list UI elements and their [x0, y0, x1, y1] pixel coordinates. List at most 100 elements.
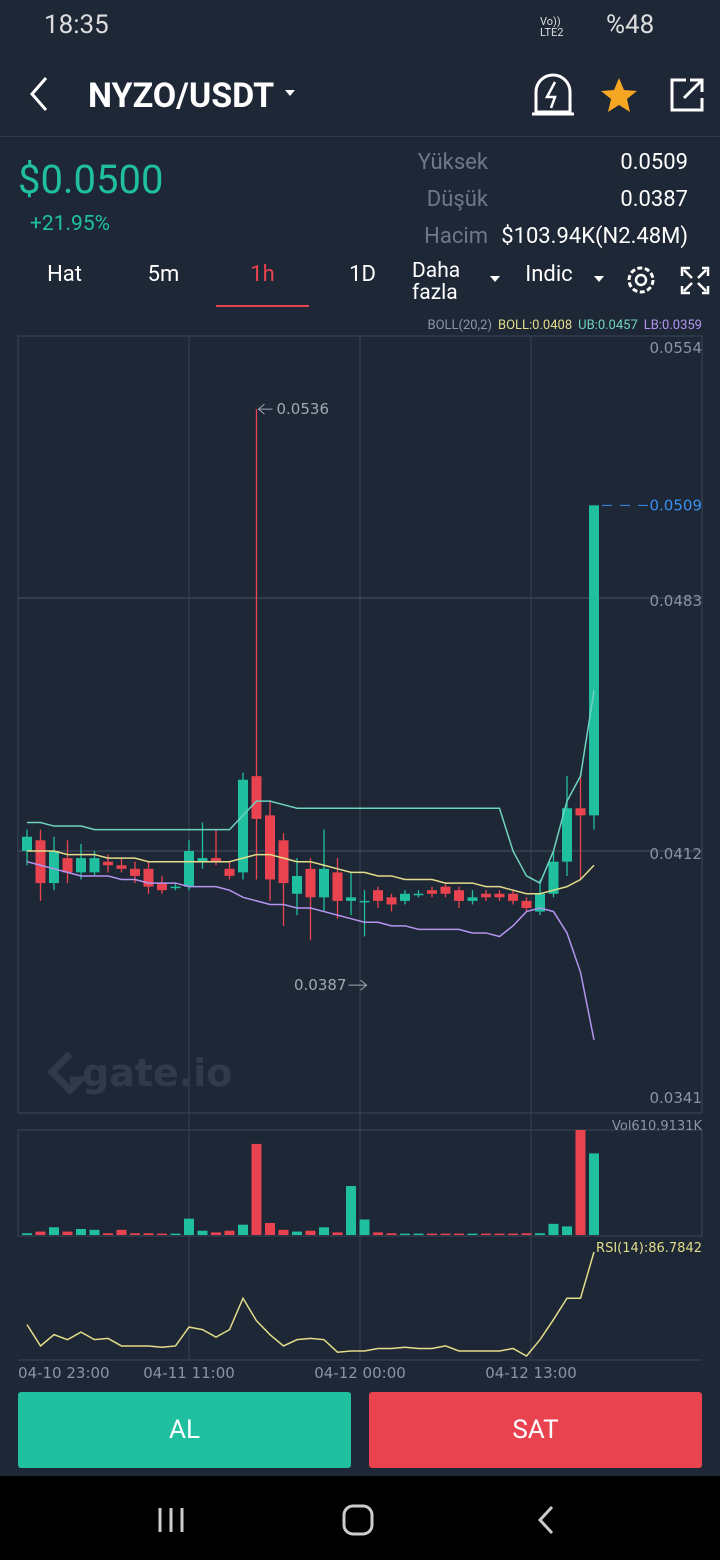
- rsi-line: [26, 1251, 595, 1357]
- volume-bar: [454, 1233, 464, 1235]
- candle-body: [467, 897, 478, 901]
- stat-label: Düşük: [426, 187, 488, 212]
- candle-body: [49, 851, 59, 884]
- battery: %48: [606, 10, 655, 40]
- stat-label: Yüksek: [417, 150, 488, 175]
- candle-body: [535, 893, 545, 912]
- volume-bar: [35, 1231, 46, 1235]
- candle-body: [103, 861, 113, 866]
- back-nav-button[interactable]: [537, 1505, 554, 1535]
- tab[interactable]: Daha fazla: [412, 259, 461, 305]
- legend-item: UB:0.0457: [578, 318, 638, 333]
- boll-ub: [27, 690, 595, 885]
- volume-bar: [157, 1233, 167, 1235]
- volume-bar: [467, 1233, 478, 1235]
- candle-body: [211, 858, 221, 862]
- home-button[interactable]: [342, 1504, 374, 1536]
- candle-body: [143, 868, 154, 887]
- favorite-icon[interactable]: [601, 78, 637, 112]
- x-tick-label: 04-12 00:00: [314, 1364, 406, 1382]
- chart-tools: [627, 266, 710, 295]
- candle-body: [251, 776, 262, 819]
- candle-body: [197, 858, 208, 862]
- candle-body: [35, 840, 46, 884]
- buy-button[interactable]: AL: [18, 1392, 351, 1468]
- candle-body: [589, 505, 599, 816]
- tab[interactable]: 1h: [250, 262, 275, 287]
- volume-bar: [224, 1230, 235, 1235]
- candle-body: [265, 815, 275, 880]
- volume-bar: [508, 1233, 518, 1235]
- y-tick-label: 0.0483: [650, 592, 703, 610]
- fullscreen-icon[interactable]: [680, 266, 710, 295]
- rsi-label: RSI(14):86.7842: [596, 1241, 702, 1256]
- last-price-label: 0.0509: [650, 496, 703, 514]
- volume-bar: [251, 1143, 262, 1235]
- change: +21.95%: [30, 212, 111, 236]
- volume-bar: [278, 1229, 289, 1235]
- candle-body: [319, 868, 329, 898]
- volume-bar: [589, 1153, 599, 1235]
- volume-bar: [319, 1227, 329, 1235]
- volume-bar: [332, 1232, 343, 1235]
- candle-body: [454, 890, 464, 901]
- volume-bar: [346, 1186, 356, 1235]
- candle-body: [130, 868, 140, 876]
- settings-icon[interactable]: [627, 266, 655, 294]
- candle-body: [521, 900, 532, 909]
- volume-bar: [22, 1233, 32, 1235]
- stat-value: 0.0387: [620, 187, 688, 212]
- divider: [0, 136, 720, 137]
- tab[interactable]: 5m: [147, 262, 180, 287]
- volume-bar: [386, 1233, 397, 1235]
- candle-body: [157, 883, 167, 891]
- volume-bar: [62, 1231, 73, 1235]
- alert-icon[interactable]: [532, 73, 574, 116]
- candle-body: [22, 836, 32, 851]
- tab[interactable]: Indic: [525, 262, 573, 287]
- tab[interactable]: 1D: [349, 262, 376, 287]
- tab[interactable]: Hat: [47, 262, 82, 287]
- pair-dropdown[interactable]: [282, 86, 298, 102]
- network: Vo)) LTE2: [540, 15, 564, 39]
- volume-bar: [548, 1223, 559, 1235]
- candle-body: [89, 858, 100, 873]
- back-button[interactable]: [20, 72, 60, 116]
- candle-body: [116, 865, 127, 869]
- y-tick-label: 0.0412: [650, 845, 703, 863]
- share-icon[interactable]: [670, 78, 704, 112]
- volume-bar: [440, 1233, 451, 1235]
- candle-body: [305, 868, 316, 898]
- candle-body: [359, 900, 370, 903]
- active-tab-indicator: [216, 305, 309, 307]
- volume-bar: [184, 1218, 194, 1235]
- candle-body: [386, 897, 397, 905]
- volume-bar: [481, 1233, 491, 1235]
- candle-body: [238, 779, 248, 873]
- volume-bar: [494, 1233, 505, 1235]
- volume-bar: [373, 1232, 383, 1235]
- watermark: gate.io: [82, 1051, 232, 1095]
- recents-button[interactable]: [158, 1508, 184, 1532]
- stat-value: $103.94K(N2.48M): [501, 224, 688, 249]
- volume-bar: [143, 1233, 154, 1235]
- volume-bar: [535, 1233, 545, 1235]
- min-label: 0.0387: [294, 976, 347, 994]
- volume-bar: [89, 1229, 100, 1235]
- sell-button[interactable]: SAT: [369, 1392, 702, 1468]
- candle-body: [346, 897, 356, 901]
- chart: 0.0554 0.0483 0.0412 0.0341 04-10 23:00 04-11…: [17, 335, 703, 1382]
- boll-mid: [27, 850, 595, 895]
- candle-body: [62, 858, 73, 873]
- candle-body: [481, 893, 491, 898]
- volume-bar: [116, 1229, 127, 1235]
- candle-body: [373, 890, 383, 901]
- pair-title[interactable]: NYZO/USDT: [88, 76, 275, 116]
- legend-item: BOLL(20,2): [427, 318, 492, 333]
- candle-body: [562, 808, 572, 862]
- stat-label: Hacim: [424, 224, 488, 249]
- legend-item: BOLL:0.0408: [497, 318, 573, 333]
- candle-body: [427, 890, 437, 894]
- min-arrow: [348, 979, 368, 991]
- candle-body: [494, 893, 505, 898]
